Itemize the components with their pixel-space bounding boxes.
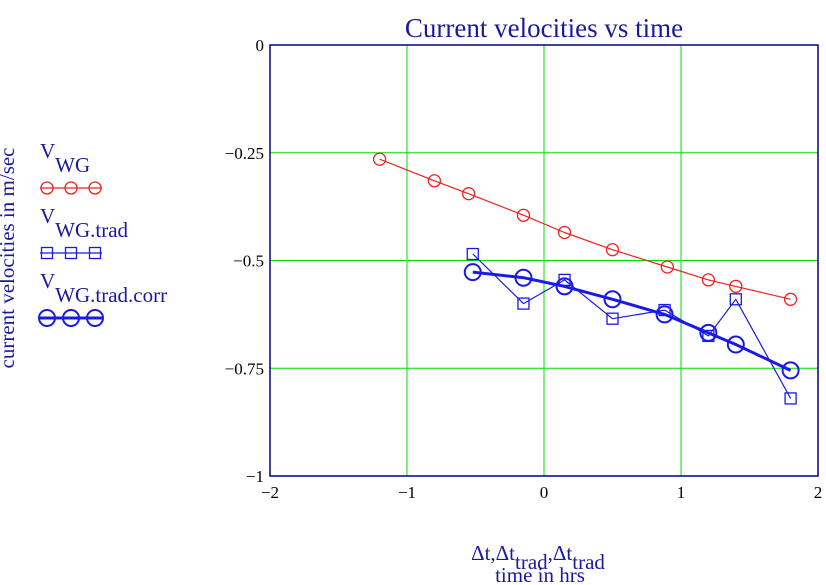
x-tick-label: 0 [540,483,549,502]
data-point [699,323,718,342]
x-label-symbol-2: Δt [496,541,516,565]
data-point [701,273,716,287]
y-axis-label: current velocities in m/sec [0,147,19,368]
x-tick-label: 2 [814,483,823,502]
legend-label-sub: WG [55,153,90,177]
x-label-sub-3: trad [572,550,605,574]
x-label-symbol: Δt [471,541,491,565]
legend-entry-1: VWG.trad [40,204,129,260]
series-line [472,253,792,399]
data-point [655,305,674,324]
data-point [729,293,742,306]
x-label-symbol-3: Δt [553,541,573,565]
chart-title: Current velocities vs time [405,13,683,43]
data-point [514,268,533,287]
series-2 [463,263,800,380]
data-point [40,246,54,260]
series-line [472,270,792,372]
legend-entry-0: VWG [40,139,102,195]
data-point [64,181,78,195]
series-1 [466,247,797,405]
legend-label-main: V [40,204,55,228]
x-tick-label: −1 [398,483,416,502]
tick-labels: −2 −1 0 1 20−0.25−0.5−0.75−1 [225,36,823,502]
data-point [729,279,743,294]
data-point [62,309,80,327]
legend-entry-2: VWG.trad.corr [38,269,167,327]
data-point [605,243,620,257]
series-0 [372,152,798,306]
data-point [517,297,530,310]
data-point [466,247,479,261]
plot-frame [269,44,819,477]
data-point [38,309,56,327]
data-point [783,292,798,306]
data-point [516,208,531,222]
data-point [88,246,102,260]
legend-label-main: V [40,139,55,163]
series-line [379,158,791,300]
legend-label: VWG [40,139,90,177]
data-point [86,309,104,327]
data-point [784,392,797,405]
x-tick-label: 1 [677,483,686,502]
y-tick-label: 0 [256,36,265,55]
x-label-sep: , [490,541,495,565]
data-point [557,225,572,240]
data-point [461,187,476,201]
series-layer [372,152,800,405]
data-point [781,361,800,380]
data-point [372,152,387,166]
x-axis-label: Δt,Δttrad,Δttrad [471,541,605,574]
y-tick-label: −0.75 [225,359,264,378]
legend-label-sub: WG.trad [55,218,128,242]
legend-label: VWG.trad.corr [40,269,167,307]
data-point [726,335,745,354]
x-tick-label: −2 [261,483,279,502]
legend-label-sub: WG.trad.corr [55,283,167,307]
y-tick-label: −0.25 [225,144,264,163]
data-point [463,263,482,282]
grid [270,45,818,476]
data-point [603,290,622,309]
legend-label: VWG.trad [40,204,129,242]
y-tick-label: −0.5 [233,252,264,271]
y-tick-label: −1 [246,467,264,486]
x-axis-unit: time in hrs [495,563,585,585]
x-label-sub-2: trad [515,550,548,574]
data-point [427,174,442,188]
legend-label-main: V [40,269,55,293]
data-point [555,277,574,296]
x-label-sep-2: , [548,541,553,565]
data-point [660,260,674,274]
data-point [40,181,54,195]
data-point [606,312,619,325]
data-point [64,246,78,260]
data-point [88,181,102,195]
